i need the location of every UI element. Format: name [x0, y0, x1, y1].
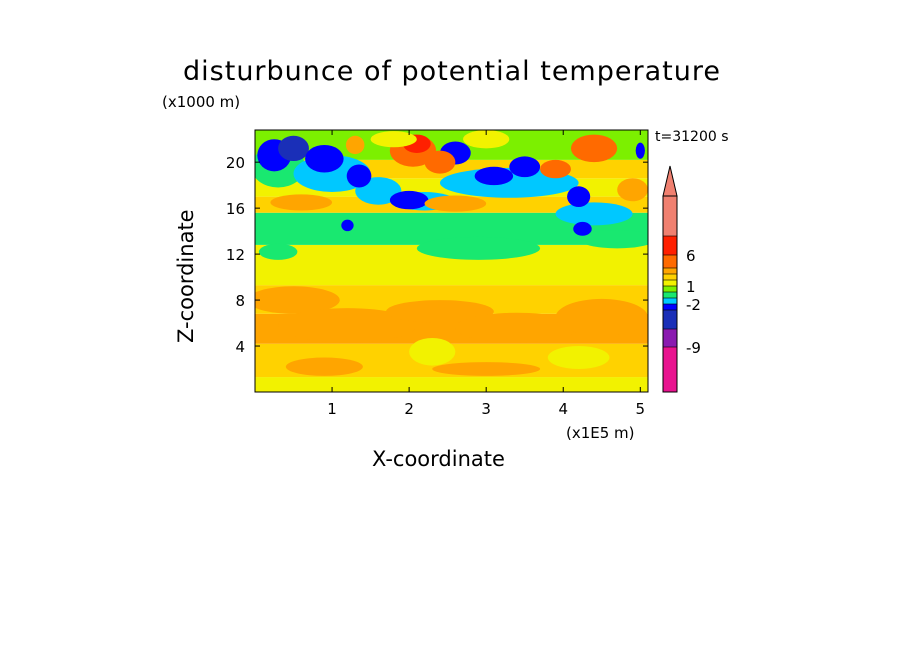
contour-region — [555, 202, 633, 226]
x-tick-label: 3 — [481, 400, 491, 418]
contour-region — [278, 135, 309, 162]
contour-region — [258, 243, 298, 260]
y-tick-label: 12 — [226, 246, 245, 264]
y-tick-label: 20 — [226, 154, 245, 172]
colorbar: 6 1-2 -9 — [662, 165, 701, 393]
colorbar-swatch — [663, 298, 677, 304]
contour-region — [424, 150, 456, 174]
contour-region — [547, 346, 610, 370]
contour-region — [389, 190, 429, 210]
x-unit-label: (x1E5 m) — [566, 424, 635, 442]
x-tick-label: 5 — [636, 400, 646, 418]
colorbar-swatch — [663, 286, 677, 292]
x-tick-label: 4 — [558, 400, 568, 418]
colorbar-swatch — [663, 310, 677, 329]
colorbar-swatch — [663, 274, 677, 280]
plot-frame — [254, 129, 649, 393]
colorbar-swatch — [663, 347, 677, 392]
contour-region — [255, 286, 340, 314]
contour-region — [409, 337, 456, 366]
colorbar-swatch — [663, 280, 677, 286]
colorbar-swatch — [663, 255, 677, 268]
y-axis: 4 8 12 16 20 — [226, 154, 648, 356]
colorbar-label: -9 — [686, 339, 701, 357]
contour-region — [555, 298, 648, 336]
colorbar-swatch — [663, 292, 677, 298]
contour-region — [346, 164, 372, 188]
contour-region — [578, 229, 648, 249]
y-tick-label: 8 — [235, 292, 245, 310]
contour-region — [455, 312, 579, 343]
contour-region — [463, 130, 510, 149]
colorbar-swatch — [663, 236, 677, 255]
contour-region — [386, 300, 494, 324]
x-axis-label: X-coordinate — [372, 447, 505, 471]
contour-region — [370, 131, 417, 148]
colorbar-label: 1 — [686, 278, 696, 296]
colorbar-label: -2 — [686, 296, 701, 314]
time-annotation: t=31200 s — [655, 129, 729, 145]
colorbar-swatch — [663, 304, 677, 310]
contour-region — [439, 167, 579, 198]
contour-region — [278, 308, 417, 343]
contour-region — [416, 236, 541, 260]
contour-region — [424, 195, 487, 212]
colorbar-swatch — [663, 268, 677, 274]
contour-region — [540, 159, 571, 179]
contour-region — [486, 259, 610, 281]
x-tick-label: 1 — [327, 400, 337, 418]
chart-title: disturbunce of potential temperature — [183, 56, 721, 87]
y-tick-label: 16 — [226, 200, 245, 218]
contour-region — [635, 142, 645, 159]
colorbar-swatch — [663, 196, 677, 236]
contour-region — [339, 259, 417, 283]
contour-region — [432, 362, 541, 376]
contour-plot-area — [255, 130, 648, 392]
contour-region — [341, 219, 354, 232]
colorbar-label: 6 — [686, 247, 696, 265]
y-unit-label: (x1000 m) — [162, 93, 241, 111]
x-tick-label: 2 — [404, 400, 414, 418]
x-axis: 1 2 3 4 5 — [327, 130, 645, 418]
contour-region — [474, 166, 514, 186]
contour-region — [345, 135, 365, 155]
colorbar-frame — [662, 195, 678, 393]
contour-region — [285, 357, 363, 376]
contour-region — [305, 144, 344, 173]
colorbar-extend-arrow — [662, 165, 678, 197]
contour-region — [567, 186, 591, 207]
contour-region — [509, 156, 541, 178]
y-tick-label: 4 — [235, 338, 245, 356]
contour-region — [270, 194, 333, 211]
contour-band — [255, 377, 648, 392]
contour-region — [573, 221, 592, 236]
contour-region — [617, 178, 648, 202]
colorbar-swatch — [663, 329, 677, 347]
contour-region — [570, 134, 618, 163]
